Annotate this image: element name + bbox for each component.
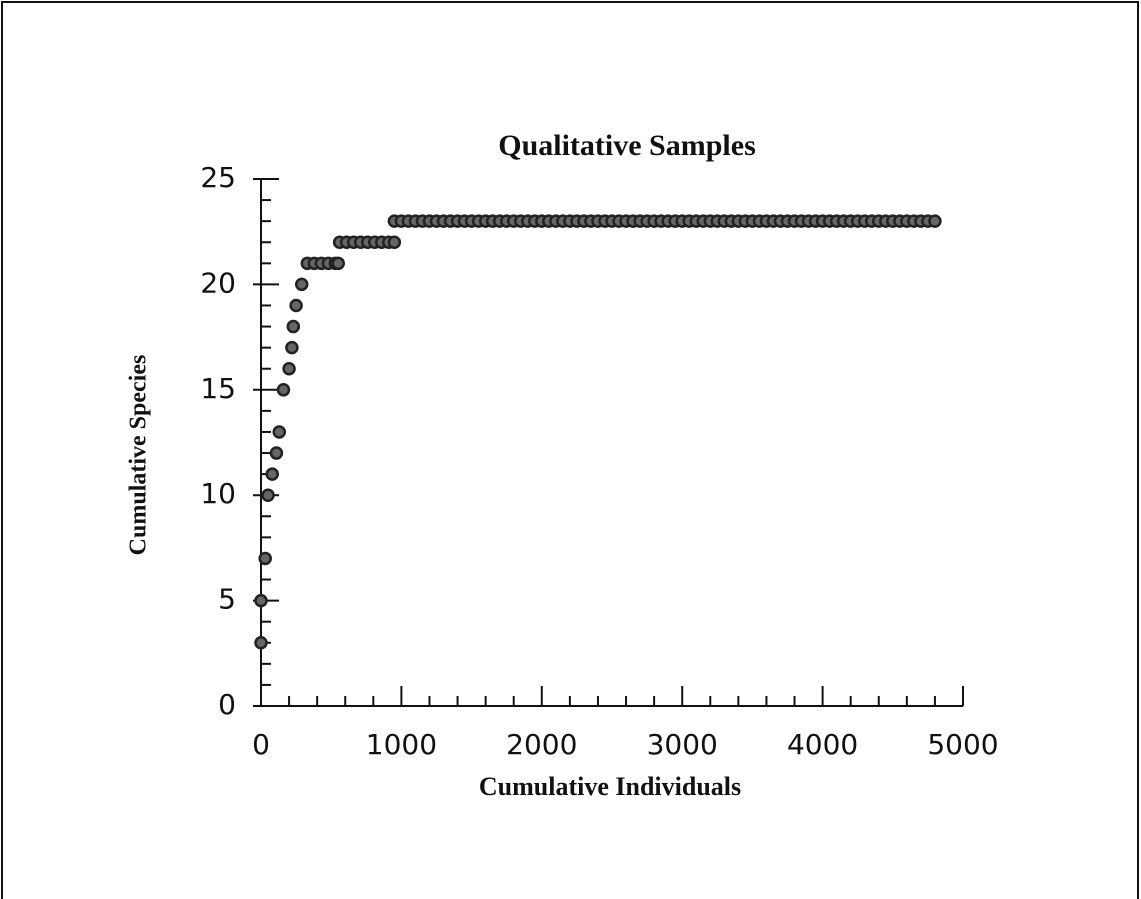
point xyxy=(928,214,942,228)
x-axis-label: Cumulative Individuals xyxy=(479,772,741,801)
y-tick-label: 10 xyxy=(200,477,236,510)
point xyxy=(258,551,272,566)
y-tick-label: 15 xyxy=(200,372,236,405)
x-tick-label: 0 xyxy=(252,728,270,761)
point xyxy=(254,636,268,650)
point xyxy=(294,277,309,292)
point xyxy=(269,446,284,460)
point xyxy=(276,383,291,397)
point xyxy=(272,425,287,439)
x-tick-label: 5000 xyxy=(927,728,998,761)
point xyxy=(289,298,303,313)
chart-title: Qualitative Samples xyxy=(498,129,756,162)
x-tick-label: 3000 xyxy=(647,728,718,761)
point xyxy=(254,593,268,608)
y-axis-label: Cumulative Species xyxy=(126,355,152,556)
point xyxy=(387,235,402,249)
y-tick-label: 0 xyxy=(218,688,236,721)
x-tick-label: 2000 xyxy=(506,728,577,761)
point xyxy=(282,361,296,376)
y-tick-label: 25 xyxy=(200,161,236,194)
point xyxy=(331,256,345,271)
point xyxy=(265,467,279,481)
point xyxy=(285,340,299,355)
y-tick-label: 20 xyxy=(200,266,236,299)
y-tick-label: 5 xyxy=(218,583,236,616)
point xyxy=(286,319,301,334)
point xyxy=(261,488,275,502)
x-tick-label: 4000 xyxy=(787,728,858,761)
x-tick-label: 1000 xyxy=(366,728,437,761)
